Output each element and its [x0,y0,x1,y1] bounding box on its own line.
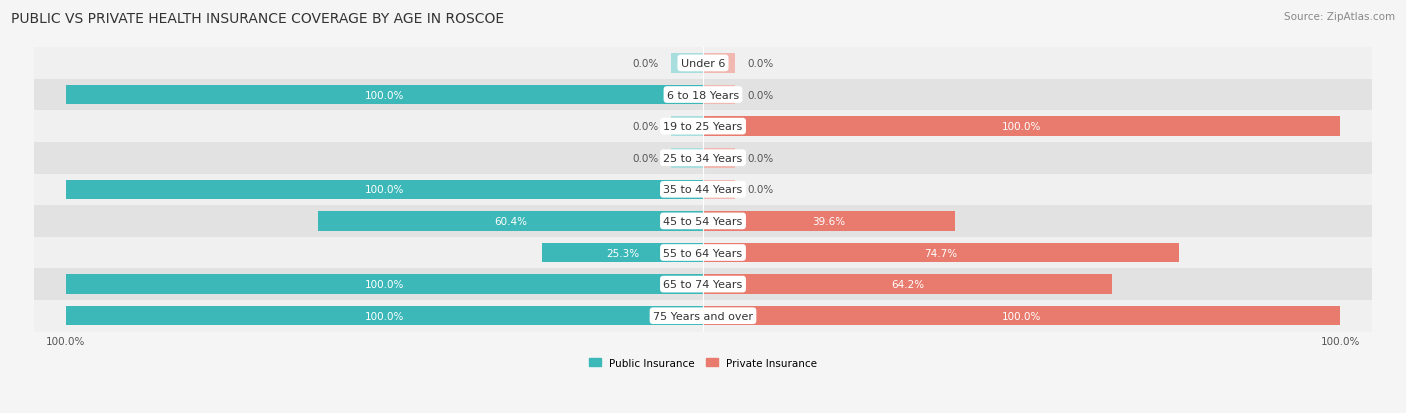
Text: 64.2%: 64.2% [891,280,924,290]
Bar [703,149,735,168]
Bar [541,243,703,263]
Legend: Public Insurance, Private Insurance: Public Insurance, Private Insurance [585,354,821,372]
Text: 35 to 44 Years: 35 to 44 Years [664,185,742,195]
Bar [34,269,1372,300]
Bar [34,237,1372,269]
Text: 65 to 74 Years: 65 to 74 Years [664,280,742,290]
Bar [34,111,1372,142]
Bar [703,306,1340,326]
Text: 100.0%: 100.0% [1002,311,1042,321]
Bar [671,54,703,74]
Text: 19 to 25 Years: 19 to 25 Years [664,122,742,132]
Text: 0.0%: 0.0% [633,153,658,163]
Text: 100.0%: 100.0% [364,280,404,290]
Bar [703,211,955,231]
Bar [66,275,703,294]
Bar [34,142,1372,174]
Text: 6 to 18 Years: 6 to 18 Years [666,90,740,100]
Text: 60.4%: 60.4% [494,216,527,226]
Bar [318,211,703,231]
Bar [66,306,703,326]
Bar [671,117,703,137]
Text: 0.0%: 0.0% [748,59,773,69]
Text: 39.6%: 39.6% [813,216,845,226]
Bar [703,117,1340,137]
Text: 75 Years and over: 75 Years and over [652,311,754,321]
Bar [703,180,735,199]
Text: 0.0%: 0.0% [748,90,773,100]
Text: 25.3%: 25.3% [606,248,638,258]
Text: 0.0%: 0.0% [748,185,773,195]
Text: 74.7%: 74.7% [924,248,957,258]
Text: PUBLIC VS PRIVATE HEALTH INSURANCE COVERAGE BY AGE IN ROSCOE: PUBLIC VS PRIVATE HEALTH INSURANCE COVER… [11,12,505,26]
Bar [66,180,703,199]
Text: 100.0%: 100.0% [364,311,404,321]
Bar [34,80,1372,111]
Bar [671,149,703,168]
Text: 25 to 34 Years: 25 to 34 Years [664,153,742,163]
Text: 0.0%: 0.0% [633,59,658,69]
Bar [34,206,1372,237]
Text: Under 6: Under 6 [681,59,725,69]
Bar [34,300,1372,332]
Text: 45 to 54 Years: 45 to 54 Years [664,216,742,226]
Text: 55 to 64 Years: 55 to 64 Years [664,248,742,258]
Text: 0.0%: 0.0% [633,122,658,132]
Bar [34,48,1372,80]
Bar [703,85,735,105]
Text: 100.0%: 100.0% [364,185,404,195]
Text: Source: ZipAtlas.com: Source: ZipAtlas.com [1284,12,1395,22]
Text: 100.0%: 100.0% [1002,122,1042,132]
Bar [34,174,1372,206]
Bar [703,54,735,74]
Bar [703,243,1178,263]
Bar [66,85,703,105]
Text: 0.0%: 0.0% [748,153,773,163]
Text: 100.0%: 100.0% [364,90,404,100]
Bar [703,275,1112,294]
